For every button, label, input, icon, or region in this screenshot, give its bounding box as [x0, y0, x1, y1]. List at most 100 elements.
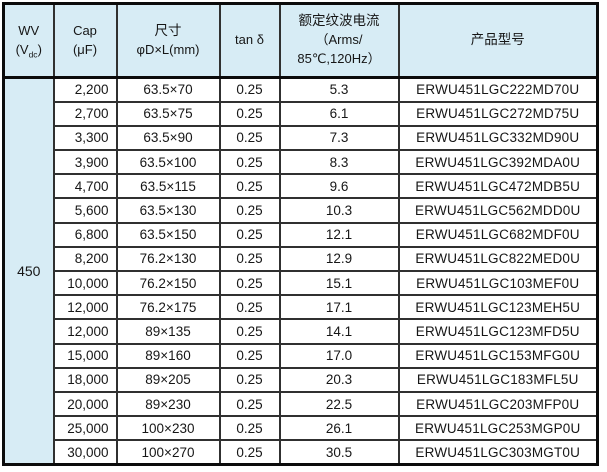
ripple-current-cell: 17.0 — [278, 342, 400, 369]
ripple-current-cell: 20.3 — [278, 366, 400, 393]
ripple-current-cell: 6.1 — [278, 100, 400, 127]
ripple-current-cell: 26.1 — [278, 415, 400, 442]
size-cell: 100×270 — [115, 439, 221, 466]
header-cap-line1: Cap — [73, 23, 97, 39]
size-cell: 89×135 — [115, 318, 221, 345]
cap-cell: 3,900 — [52, 149, 118, 176]
header-ripple-line2: （Arms/ — [315, 32, 363, 48]
cap-cell: 18,000 — [52, 366, 118, 393]
table-row: 15,000 89×160 0.25 17.0 ERWU451LGC153MFG… — [4, 342, 599, 369]
table-row: 2,700 63.5×75 0.25 6.1 ERWU451LGC272MD75… — [4, 100, 599, 127]
size-cell: 63.5×70 — [115, 76, 221, 103]
part-number-cell: ERWU451LGC272MD75U — [397, 100, 599, 127]
ripple-current-cell: 17.1 — [278, 294, 400, 321]
part-number-cell: ERWU451LGC123MEH5U — [397, 294, 599, 321]
tand-cell: 0.25 — [218, 439, 281, 466]
tand-cell: 0.25 — [218, 124, 281, 152]
cap-cell: 4,700 — [52, 173, 118, 200]
table-row: 450 2,200 63.5×70 0.25 5.3 ERWU451LGC222… — [2, 76, 599, 466]
header-ripple: 额定纹波电流 （Arms/ 85℃,120Hz） — [278, 2, 400, 79]
tand-cell: 0.25 — [218, 390, 281, 418]
header-wv-line2: (Vdc) — [15, 41, 42, 60]
part-number-cell: ERWU451LGC392MDA0U — [397, 149, 599, 176]
header-part-number: 产品型号 — [397, 2, 599, 79]
tand-cell: 0.25 — [218, 245, 281, 273]
tand-cell: 0.25 — [218, 197, 281, 224]
part-number-cell: ERWU451LGC153MFG0U — [397, 342, 599, 369]
part-number-cell: ERWU451LGC203MFP0U — [397, 390, 599, 418]
header-size-line1: 尺寸 — [154, 22, 182, 38]
tand-cell: 0.25 — [218, 173, 281, 200]
cap-cell: 6,800 — [52, 221, 118, 248]
header-cap: Cap (μF) — [52, 2, 118, 79]
header-ripple-line3: 85℃,120Hz） — [297, 50, 381, 66]
ripple-current-cell: 15.1 — [278, 269, 400, 297]
size-cell: 63.5×150 — [115, 221, 221, 248]
capacitor-spec-table: WV (Vdc) Cap (μF) 尺寸 φD×L(mm) tan δ 额定纹波… — [2, 2, 599, 466]
table-row: 10,000 76.2×150 0.25 15.1 ERWU451LGC103M… — [4, 269, 599, 297]
part-number-cell: ERWU451LGC123MFD5U — [397, 318, 599, 345]
wv-value-cell: 450 — [2, 76, 55, 466]
part-number-cell: ERWU451LGC253MGP0U — [397, 415, 599, 442]
tand-cell: 0.25 — [218, 415, 281, 442]
table-row: 3,300 63.5×90 0.25 7.3 ERWU451LGC332MD90… — [4, 124, 599, 152]
part-number-cell: ERWU451LGC822MED0U — [397, 245, 599, 273]
table-row: 20,000 89×230 0.25 22.5 ERWU451LGC203MFP… — [4, 390, 599, 418]
header-tand: tan δ — [218, 2, 281, 79]
part-number-cell: ERWU451LGC472MDB5U — [397, 173, 599, 200]
size-cell: 63.5×75 — [115, 100, 221, 127]
part-number-cell: ERWU451LGC682MDF0U — [397, 221, 599, 248]
ripple-current-cell: 12.9 — [278, 245, 400, 273]
part-number-cell: ERWU451LGC332MD90U — [397, 124, 599, 152]
cap-cell: 20,000 — [52, 390, 118, 418]
header-row: WV (Vdc) Cap (μF) 尺寸 φD×L(mm) tan δ 额定纹波… — [2, 2, 599, 79]
table-row: 4,700 63.5×115 0.25 9.6 ERWU451LGC472MDB… — [4, 173, 599, 200]
table-row: 3,900 63.5×100 0.25 8.3 ERWU451LGC392MDA… — [4, 149, 599, 176]
tand-cell: 0.25 — [218, 100, 281, 127]
table-row: 12,000 76.2×175 0.25 17.1 ERWU451LGC123M… — [4, 294, 599, 321]
header-wv-subscript: dc — [28, 49, 38, 60]
part-number-cell: ERWU451LGC183MFL5U — [397, 366, 599, 393]
header-ripple-line1: 额定纹波电流 — [298, 13, 380, 29]
part-number-cell: ERWU451LGC562MDD0U — [397, 197, 599, 224]
header-wv-line1: WV — [18, 23, 40, 39]
cap-cell: 12,000 — [52, 318, 118, 345]
tand-cell: 0.25 — [218, 221, 281, 248]
cap-cell: 5,600 — [52, 197, 118, 224]
tand-cell: 0.25 — [218, 294, 281, 321]
size-cell: 76.2×130 — [115, 245, 221, 273]
table-row: 18,000 89×205 0.25 20.3 ERWU451LGC183MFL… — [4, 366, 599, 393]
table-body: 450 2,200 63.5×70 0.25 5.3 ERWU451LGC222… — [2, 76, 599, 466]
size-cell: 76.2×150 — [115, 269, 221, 297]
cap-cell: 12,000 — [52, 294, 118, 321]
header-size: 尺寸 φD×L(mm) — [115, 2, 221, 79]
cap-cell: 30,000 — [52, 439, 118, 466]
size-cell: 89×160 — [115, 342, 221, 369]
cap-cell: 3,300 — [52, 124, 118, 152]
ripple-current-cell: 10.3 — [278, 197, 400, 224]
size-cell: 63.5×90 — [115, 124, 221, 152]
tand-cell: 0.25 — [218, 269, 281, 297]
header-wv: WV (Vdc) — [2, 2, 55, 79]
cap-cell: 8,200 — [52, 245, 118, 273]
ripple-current-cell: 12.1 — [278, 221, 400, 248]
table-row: 5,600 63.5×130 0.25 10.3 ERWU451LGC562MD… — [4, 197, 599, 224]
table-row: 8,200 76.2×130 0.25 12.9 ERWU451LGC822ME… — [4, 245, 599, 273]
table-header: WV (Vdc) Cap (μF) 尺寸 φD×L(mm) tan δ 额定纹波… — [2, 2, 599, 79]
ripple-current-cell: 7.3 — [278, 124, 400, 152]
part-number-cell: ERWU451LGC103MEF0U — [397, 269, 599, 297]
header-size-line2: φD×L(mm) — [136, 41, 200, 57]
ripple-current-cell: 8.3 — [278, 149, 400, 176]
table-row: 12,000 89×135 0.25 14.1 ERWU451LGC123MFD… — [4, 318, 599, 345]
table-row: 6,800 63.5×150 0.25 12.1 ERWU451LGC682MD… — [4, 221, 599, 248]
size-cell: 76.2×175 — [115, 294, 221, 321]
cap-cell: 2,200 — [52, 76, 118, 103]
cap-cell: 25,000 — [52, 415, 118, 442]
header-cap-line2: (μF) — [72, 41, 98, 57]
tand-cell: 0.25 — [218, 318, 281, 345]
ripple-current-cell: 5.3 — [278, 76, 400, 103]
ripple-current-cell: 30.5 — [278, 439, 400, 466]
tand-cell: 0.25 — [218, 342, 281, 369]
tand-cell: 0.25 — [218, 76, 281, 103]
